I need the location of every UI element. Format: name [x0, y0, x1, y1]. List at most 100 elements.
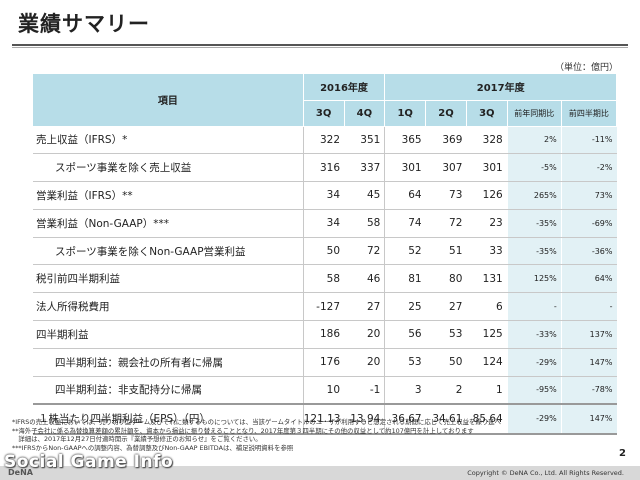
unit-label: （単位：億円） — [554, 63, 618, 73]
copyright: Copyright © DeNA Co., Ltd. All Rights Re… — [467, 469, 624, 477]
row-label: スポーツ事業を除くNon-GAAP営業利益 — [33, 237, 304, 266]
row-label: 四半期利益 — [33, 320, 304, 349]
table-row: スポーツ事業を除く売上収益 316 337 301 307 301 -5% -2% — [33, 153, 617, 183]
value-cell: 124 — [466, 348, 508, 377]
footnote: 詳細は、2017年12月27日付適時開示『業績予想修正のお知らせ』をご覧ください… — [12, 435, 262, 443]
yoy-cell: -35% — [506, 237, 562, 266]
value-cell: 46 — [344, 264, 386, 294]
table-row: 営業利益（IFRS）** 34 45 64 73 126 265% 73% — [33, 181, 617, 210]
value-cell: 126 — [466, 181, 508, 210]
value-cell: 51 — [425, 237, 467, 266]
value-cell: 25 — [384, 292, 426, 322]
table-row: 税引前四半期利益 58 46 81 80 131 125% 64% — [33, 264, 617, 294]
table-row: 営業利益（Non-GAAP）*** 34 58 74 72 23 -35% -69% — [33, 209, 617, 238]
header-item: 項目 — [33, 74, 304, 127]
summary-table: 項目 2016年度 2017年度 3Q 4Q 1Q 2Q 3Q 前年同期比 前四… — [33, 74, 618, 435]
yoy-cell: -29% — [506, 402, 562, 435]
value-cell: 365 — [384, 126, 426, 155]
row-label: １株当たり四半期利益（EPS）（円） — [33, 402, 304, 435]
value-cell: 27 — [425, 292, 467, 322]
value-cell: -127 — [303, 292, 345, 322]
value-cell: 176 — [303, 348, 345, 377]
header-quarter: 1Q — [384, 100, 427, 127]
watermark: Social Game Info — [4, 452, 174, 472]
page-number: 2 — [619, 448, 626, 459]
value-cell: 23 — [466, 209, 508, 238]
row-label: 四半期利益：非支配持分に帰属 — [33, 376, 304, 405]
value-cell: -1 — [344, 376, 386, 405]
value-cell: 50 — [425, 348, 467, 377]
value-cell: 369 — [425, 126, 467, 155]
value-cell: 80 — [425, 264, 467, 294]
value-cell: 301 — [384, 153, 426, 183]
value-cell: 186 — [303, 320, 345, 349]
value-cell: 3 — [384, 376, 426, 405]
qoq-cell: -78% — [560, 376, 617, 405]
header-qoq: 前四半期比 — [561, 100, 618, 127]
row-label: 税引前四半期利益 — [33, 264, 304, 294]
table-row: １株当たり四半期利益（EPS）（円） 121.13 13.94 36.67 34.61 8… — [33, 402, 617, 435]
table-row: スポーツ事業を除くNon-GAAP営業利益 50 72 52 51 33 -35% -36% — [33, 237, 617, 266]
value-cell: 337 — [344, 153, 386, 183]
footer-bar — [0, 466, 640, 480]
footnote: **海外子会社に係る為替換算差額の累計額を、資本から損益に振り替えることとなり、… — [12, 426, 474, 435]
table-row: 四半期利益：親会社の所有者に帰属 176 20 53 50 124 -29% 147% — [33, 348, 617, 377]
value-cell: 301 — [466, 153, 508, 183]
table-row: 売上収益（IFRS）* 322 351 365 369 328 2% -11% — [33, 126, 617, 155]
header-yoy: 前年同期比 — [507, 100, 562, 127]
row-label: 法人所得税費用 — [33, 292, 304, 322]
value-cell: 131 — [466, 264, 508, 294]
header-quarter: 2Q — [425, 100, 467, 127]
value-cell: 50 — [303, 237, 345, 266]
footnote: ***IFRSからNon-GAAPへの調整内容、為替調整及びNon-GAAP E… — [12, 443, 294, 452]
footnote: *IFRSの売上収益においては、売り切り型ゲーム及びそれに類するものについては、… — [12, 418, 502, 426]
value-cell: 20 — [344, 348, 386, 377]
qoq-cell: 147% — [560, 402, 617, 435]
value-cell: 6 — [466, 292, 508, 322]
table-body: 売上収益（IFRS）* 322 351 365 369 328 2% -11% スポーツ事業を除… — [33, 126, 617, 435]
value-cell: 10 — [303, 376, 345, 405]
qoq-cell: 147% — [560, 348, 617, 377]
header-quarter: 3Q — [466, 100, 508, 127]
value-cell: 322 — [303, 126, 345, 155]
qoq-cell: 137% — [560, 320, 617, 349]
header-quarter: 4Q — [344, 100, 386, 127]
qoq-cell: 73% — [560, 181, 617, 210]
value-cell: 316 — [303, 153, 345, 183]
yoy-cell: 2% — [506, 126, 562, 155]
yoy-cell: 125% — [506, 264, 562, 294]
header-year-2017: 2017年度 — [384, 74, 617, 101]
value-cell: 73 — [425, 181, 467, 210]
value-cell: 121.13 — [303, 402, 345, 435]
value-cell: 34.61 — [425, 402, 467, 435]
value-cell: 20 — [344, 320, 386, 349]
value-cell: 72 — [344, 237, 386, 266]
value-cell: 45 — [344, 181, 386, 210]
value-cell: 56 — [384, 320, 426, 349]
row-label: 営業利益（IFRS）** — [33, 181, 304, 210]
value-cell: 33 — [466, 237, 508, 266]
yoy-cell: -35% — [506, 209, 562, 238]
row-label: 売上収益（IFRS）* — [33, 126, 304, 155]
value-cell: 1 — [466, 376, 508, 405]
value-cell: 34 — [303, 209, 345, 238]
value-cell: 125 — [466, 320, 508, 349]
value-cell: 85.64 — [466, 402, 508, 435]
yoy-cell: 265% — [506, 181, 562, 210]
value-cell: 2 — [425, 376, 467, 405]
value-cell: 53 — [425, 320, 467, 349]
value-cell: 58 — [303, 264, 345, 294]
yoy-cell: -95% — [506, 376, 562, 405]
value-cell: 52 — [384, 237, 426, 266]
title-divider — [12, 44, 628, 46]
title-divider-thin — [12, 47, 628, 48]
table-row: 四半期利益 186 20 56 53 125 -33% 137% — [33, 320, 617, 349]
qoq-cell: - — [560, 292, 617, 322]
value-cell: 74 — [384, 209, 426, 238]
footnotes: *IFRSの売上収益においては、売り切り型ゲーム及びそれに類するものについては、… — [12, 418, 612, 452]
value-cell: 351 — [344, 126, 386, 155]
value-cell: 36.67 — [384, 402, 426, 435]
qoq-cell: -2% — [560, 153, 617, 183]
qoq-cell: 64% — [560, 264, 617, 294]
table-row: 法人所得税費用 -127 27 25 27 6- - — [33, 292, 617, 322]
